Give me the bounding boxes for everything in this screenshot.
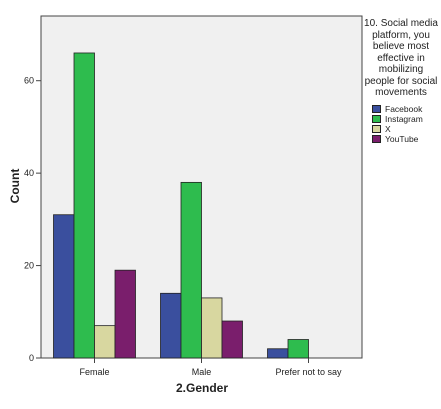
- x-axis-label: 2.Gender: [176, 381, 228, 395]
- legend-swatch: [372, 124, 381, 133]
- bar-instagram-prefer-not-to-say: [287, 339, 309, 359]
- legend-item-facebook: Facebook: [364, 104, 438, 114]
- bar-facebook-female: [53, 214, 75, 359]
- x-tick-label: Female: [79, 367, 109, 377]
- legend-label: YouTube: [385, 133, 419, 144]
- bar-x-male: [201, 297, 223, 359]
- legend-items: Facebook Instagram X YouTube: [364, 104, 438, 144]
- x-tick-label: Prefer not to say: [275, 367, 342, 377]
- legend-item-x: X: [364, 124, 438, 134]
- legend-label: X: [385, 123, 391, 134]
- legend-swatch: [372, 134, 381, 143]
- legend-swatch: [372, 104, 381, 113]
- bar-youtube-female: [114, 269, 136, 359]
- y-tick-label: 60: [24, 76, 34, 86]
- legend-item-instagram: Instagram: [364, 114, 438, 124]
- bar-facebook-prefer-not-to-say: [267, 348, 289, 359]
- legend-item-youtube: YouTube: [364, 134, 438, 144]
- bar-x-female: [94, 325, 116, 359]
- legend-label: Instagram: [385, 113, 423, 124]
- y-axis-ticks: 0 20 40 60: [24, 76, 41, 363]
- bars-group: [53, 52, 309, 359]
- legend: 10. Social media platform, you believe m…: [364, 18, 438, 144]
- y-tick-label: 40: [24, 168, 34, 178]
- legend-swatch: [372, 114, 381, 123]
- bar-instagram-male: [180, 181, 202, 359]
- y-tick-label: 0: [29, 353, 34, 363]
- y-tick-label: 20: [24, 261, 34, 271]
- bar-instagram-female: [73, 52, 95, 359]
- legend-title: 10. Social media platform, you believe m…: [364, 18, 438, 98]
- bar-youtube-male: [221, 320, 243, 359]
- y-axis-label: Count: [8, 169, 22, 204]
- bar-facebook-male: [160, 292, 182, 359]
- x-tick-label: Male: [192, 367, 212, 377]
- legend-label: Facebook: [385, 103, 423, 114]
- x-axis-ticks: Female Male Prefer not to say: [79, 358, 342, 377]
